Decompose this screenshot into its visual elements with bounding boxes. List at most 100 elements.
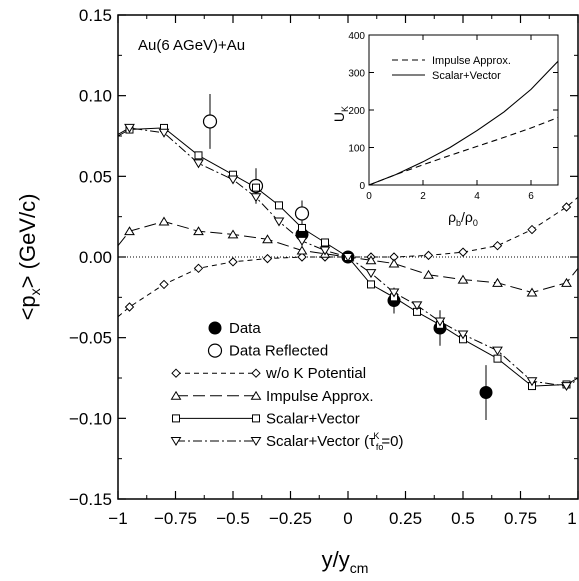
x-tick-label: 0.25 [389,509,422,528]
model-point [434,317,446,327]
legend-marker [172,414,180,423]
inset-x-tick-label: 2 [420,191,426,202]
model-point [342,253,354,262]
model-point [561,277,572,287]
x-axis-ticks: −1 −0.75 −0.5 −0.25 0 0.25 0.5 0.75 1 [108,15,579,528]
inset-x-label-sub1: b [456,218,461,228]
model-point [493,354,502,363]
y-tick-label: 0.15 [79,6,112,25]
legend-label-sup: K [373,431,379,441]
x-tick-label: −0.25 [269,509,312,528]
model-point [296,236,308,246]
model-point [321,238,329,247]
model-point [193,159,204,169]
inset-legend: Impulse Approx. Scalar+Vector [392,55,511,82]
x-axis-label-sub: cm [350,560,369,576]
y-tick-label: −0.10 [69,409,112,428]
model-point [262,234,273,244]
x-axis-label: y/ycm [322,547,369,576]
model-point [193,226,204,236]
model-point [526,287,538,297]
legend-label-sub: fo [376,442,384,452]
collision-annotation: Au(6 AGeV)+Au [138,37,245,54]
legend-label: Scalar+Vector [266,410,360,427]
y-axis-label-post: > (GeV/c) [15,194,40,289]
inset-legend-label: Impulse Approx. [432,55,511,67]
inset-x-tick-label: 0 [366,191,372,202]
legend-label: Data Reflected [229,343,328,360]
inset-x-label-sub2: 0 [473,218,478,228]
y-tick-label: −0.05 [69,329,112,348]
legend-marker [250,390,262,400]
model-point [457,274,469,284]
y-tick-label: −0.15 [69,490,112,509]
legend-marker [171,368,181,378]
legend-label: Impulse Approx. [266,388,374,405]
model-point [388,288,400,298]
model-point [298,223,306,232]
model-point [492,240,503,251]
data-point [294,206,310,221]
data-point [202,114,218,129]
series-markers [124,94,572,420]
model-point [228,257,238,267]
inset-y-label: UK [331,106,350,122]
y-axis-ticks: −0.15 −0.10 −0.05 0.00 0.05 0.10 0.15 [69,6,578,509]
legend-marker [252,414,260,423]
model-point [561,202,572,212]
model-point [158,216,170,226]
model-point [367,280,375,289]
y-axis-label-sub: x [27,288,43,295]
legend-marker [170,390,182,400]
model-point [193,263,204,274]
model-point [423,250,434,261]
plot-area: −0.15−0.10−0.050.000.050.100.15 −1 −0.75−… [69,6,579,528]
inset-series-line-1 [368,60,559,186]
inset-y-tick-label: 300 [348,69,365,80]
model-point [319,246,331,256]
model-point [526,377,538,387]
model-point [527,224,537,235]
model-point [457,330,469,340]
y-tick-label: 0.00 [79,248,112,267]
legend-marker [251,368,261,378]
model-point [262,253,273,264]
inset-y-tick-label: 0 [359,181,365,192]
y-tick-label: 0.10 [79,87,112,106]
data-point [479,386,493,400]
model-point [250,193,262,203]
legend-label: Data [229,320,261,337]
x-tick-label: −1 [108,509,127,528]
inset-x-label-mid: /ρ [461,209,473,225]
inset-frame [368,34,559,186]
legend-label: w/o K Potential [265,365,366,382]
legend-label-post: =0) [381,433,403,450]
legend-marker [250,437,262,446]
y-axis-label-pre: <p [15,295,40,320]
model-point [365,269,377,279]
inset-y-tick-label: 100 [348,144,365,155]
model-point [227,229,239,239]
model-point [158,128,170,138]
model-point [227,175,239,185]
legend-marker [207,343,223,358]
model-point [492,346,503,356]
model-point [297,252,307,262]
model-point [124,226,135,236]
x-tick-label: 0.75 [504,509,537,528]
inset-y-tick-label: 400 [348,31,365,42]
model-point [388,258,400,268]
model-point [492,277,503,287]
inset-chart: 0 100 200 300 400 0 2 4 6 Impulse Approx. Scalar+… [331,31,559,228]
model-point [124,123,135,133]
x-tick-label: 1 [567,509,576,528]
inset-x-label: ρb/ρ0 [448,209,478,228]
legend: Data Data Reflected w/o K Potential Impulse… [170,320,404,452]
inset-y-label-main: U [331,112,347,122]
model-point [275,201,283,210]
y-tick-label: 0.05 [79,167,112,186]
x-tick-label: 0.5 [451,509,475,528]
inset-x-tick-label: 4 [474,191,480,202]
model-point [252,183,260,192]
